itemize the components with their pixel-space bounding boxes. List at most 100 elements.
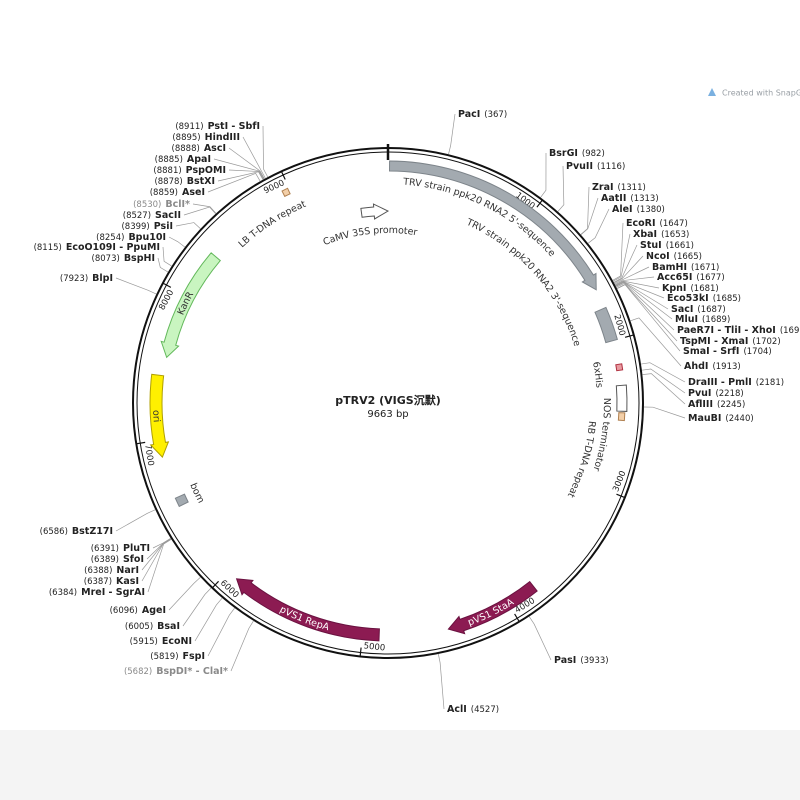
enzyme-position: (2245) [717,400,745,410]
enzyme-name: BsrGI [549,148,578,159]
feature [447,580,538,635]
enzyme-position: (2440) [725,414,753,424]
enzyme-name: StuI [640,240,662,251]
enzyme-position: (367) [484,110,507,120]
enzyme-label: StuI (1661) [640,240,694,251]
enzyme-position: (6389) [91,555,119,565]
enzyme-line [168,236,186,248]
enzyme-label: XbaI (1653) [633,229,689,240]
feature-label: ori [151,410,163,423]
enzyme-position: (6005) [125,622,153,632]
feature [617,412,626,422]
enzyme-label: (6005) BsaI [125,621,180,632]
enzyme-label: (6586) BstZ17I [40,526,113,537]
enzyme-name: PasI [554,655,576,666]
enzyme-label: NcoI (1665) [646,251,702,262]
enzyme-line [438,653,445,710]
footer-band [0,730,800,800]
feature [235,578,380,642]
enzyme-name: AhdI [684,361,708,372]
enzyme-label: (8878) BstXI [154,176,215,187]
enzyme-label: (6389) SfoI [91,554,144,565]
enzyme-line [217,171,264,182]
enzyme-position: (8895) [172,133,200,143]
enzyme-name: PvuII [566,161,593,172]
enzyme-line [175,222,201,229]
tick-mark [162,282,172,288]
enzyme-label: (6387) KasI [84,576,139,587]
enzyme-position: (5819) [150,652,178,662]
enzyme-name: NarI [116,565,139,576]
enzyme-name: TspMI - XmaI [680,336,748,347]
enzyme-position: (1665) [674,252,702,262]
enzyme-label: PaeR7I - TliI - XhoI (1695) [677,325,800,336]
enzyme-line [141,538,172,582]
enzyme-label: AatII (1313) [601,193,659,204]
enzyme-line [228,169,264,180]
enzyme-line [580,197,599,236]
enzyme-line [162,246,172,267]
enzyme-position: (1704) [743,347,771,357]
enzyme-label: MluI (1689) [675,314,730,325]
feature [615,363,624,372]
enzyme-line [615,280,660,289]
enzyme-label: Eco53kI (1685) [667,293,741,304]
enzyme-label: (8073) BspHI [92,253,155,264]
enzyme-line [207,607,235,657]
enzyme-label: AclI (4527) [447,704,499,715]
enzyme-position: (4527) [471,705,499,715]
enzyme-name: PsiI [154,221,173,232]
enzyme-label: (5682) BspDI* - ClaI* [124,666,228,677]
enzyme-label: KpnI (1681) [662,283,719,294]
enzyme-position: (8254) [96,233,124,243]
enzyme-line [115,509,156,532]
tick-mark [359,647,362,657]
enzyme-label: BamHI (1671) [652,262,719,273]
enzyme-label: (8530) BclI* [133,199,190,210]
enzyme-label: ZraI (1311) [592,182,646,193]
enzyme-label: AflIII (2245) [688,399,745,410]
tick-label: 7000 [142,444,155,467]
enzyme-line [557,165,565,212]
enzyme-label: TspMI - XmaI (1702) [680,336,781,347]
enzyme-line [587,208,610,244]
enzyme-line [613,255,644,284]
enzyme-line [612,233,631,282]
enzyme-position: (8527) [123,211,151,221]
enzyme-position: (6387) [84,577,112,587]
enzyme-name: Acc65I [657,272,692,283]
enzyme-line [192,203,217,214]
feature [174,493,189,508]
enzyme-name: AscI [204,143,226,154]
enzyme-label: (8895) HindIII [172,132,240,143]
enzyme-label: (8911) PstI - SbfI [175,121,260,132]
tick-mark [136,441,146,445]
enzyme-label: SmaI - SrfI (1704) [683,346,772,357]
enzyme-name: BstZ17I [72,526,113,537]
feature-label: 6xHis [591,361,605,389]
enzyme-label: PvuI (2218) [688,388,744,399]
enzyme-position: (6384) [49,588,77,598]
enzyme-position: (1380) [637,205,665,215]
enzyme-label: (8859) AseI [150,187,205,198]
enzyme-position: (1661) [666,241,694,251]
enzyme-position: (1689) [702,315,730,325]
feature [160,252,222,359]
enzyme-label: Acc65I (1677) [657,272,725,283]
enzyme-name: ZraI [592,182,614,193]
enzyme-name: MluI [675,314,698,325]
enzyme-label: (8399) PsiI [121,221,173,232]
enzyme-position: (1913) [712,362,740,372]
enzyme-name: PluTI [123,543,150,554]
enzyme-line [115,277,157,295]
canvas [0,0,800,730]
enzyme-label: PacI (367) [458,109,507,120]
enzyme-name: BclI* [165,199,190,210]
enzyme-label: (8888) AscI [172,143,226,154]
enzyme-position: (7923) [60,274,88,284]
enzyme-position: (8859) [150,188,178,198]
enzyme-position: (2218) [715,389,743,399]
enzyme-name: XbaI [633,229,657,240]
enzyme-name: BstXI [187,176,215,187]
enzyme-label: PvuII (1116) [566,161,625,172]
